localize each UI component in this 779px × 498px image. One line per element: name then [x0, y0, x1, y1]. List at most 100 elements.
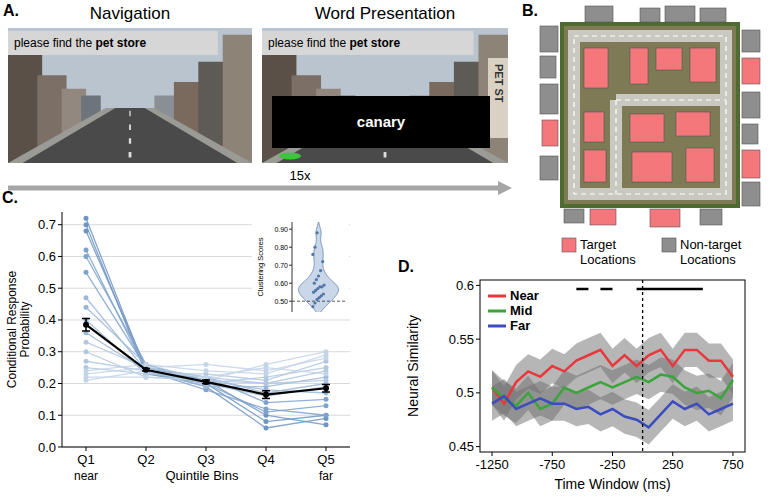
- series-line: [492, 350, 733, 404]
- figure: A.NavigationWord Presentationplease find…: [0, 0, 779, 498]
- repeat: 15x: [290, 168, 311, 183]
- non-target-location: [540, 56, 556, 78]
- target-location: [676, 112, 710, 136]
- violin: [299, 222, 339, 312]
- axis-note: far: [319, 469, 333, 483]
- map-road: [616, 100, 726, 194]
- tick: [58, 319, 62, 320]
- score-point: [323, 283, 326, 286]
- tick-label: 0.6: [456, 278, 474, 293]
- axis-title: Clustering Scores: [256, 237, 265, 296]
- building: [223, 35, 252, 163]
- tick: [289, 283, 292, 284]
- significance-bar: [600, 288, 612, 291]
- subject-point: [84, 349, 89, 354]
- subject-point: [144, 375, 149, 380]
- non-target-location: [640, 8, 660, 22]
- subject-line: [86, 352, 326, 381]
- subject-point: [204, 368, 209, 373]
- target-location: [632, 152, 672, 182]
- subject-point: [84, 216, 89, 221]
- target-location: [656, 48, 682, 70]
- target-location: [584, 150, 606, 182]
- tick-label: 0.50: [274, 298, 288, 305]
- inset-marks: [292, 222, 345, 312]
- word: canary: [357, 113, 406, 130]
- road: [23, 108, 238, 163]
- target-location: [584, 48, 608, 88]
- non-target-location: [540, 156, 558, 180]
- mean-point: [323, 385, 329, 391]
- map-lane: [574, 36, 726, 194]
- grid-line: [62, 351, 350, 352]
- non-target-location: [665, 6, 695, 22]
- tick: [58, 447, 62, 448]
- target-location: [686, 148, 714, 182]
- subject-line: [86, 352, 326, 384]
- reference-line: [292, 301, 345, 302]
- legend-label: Far: [510, 318, 530, 333]
- lane-dash: [384, 152, 387, 158]
- lane-dash: [129, 125, 131, 131]
- non-target-location: [540, 84, 558, 114]
- score-point: [319, 269, 322, 272]
- sign-board: [488, 58, 508, 138]
- tick-label: 0.90: [274, 226, 288, 233]
- tick: [476, 446, 480, 447]
- instruction-bar: [262, 31, 474, 55]
- subject-point: [324, 422, 329, 427]
- non-target-location: [700, 8, 726, 22]
- tick: [58, 415, 62, 416]
- legend-line: Non-target: [680, 237, 742, 252]
- target-location: [630, 48, 648, 84]
- score-point: [313, 282, 316, 285]
- subject-point: [324, 371, 329, 376]
- sidewalk: [8, 108, 252, 163]
- mean-point: [143, 367, 149, 373]
- tick: [492, 452, 493, 456]
- tick: [732, 452, 733, 456]
- subject-point: [324, 365, 329, 370]
- tick-label: 0.6: [38, 249, 56, 264]
- score-point: [311, 253, 314, 256]
- non-target-location: [585, 6, 613, 22]
- non-target-location: [540, 26, 558, 52]
- tick: [476, 285, 480, 286]
- tick-label: 0.2: [38, 376, 56, 391]
- tick-label: 0.0: [38, 440, 56, 455]
- axis-title: Conditional ResponseProbability: [5, 270, 32, 388]
- subject-point: [84, 359, 89, 364]
- tick: [289, 301, 292, 302]
- instruction-bar: [8, 31, 218, 55]
- tick-label: Q2: [137, 452, 154, 467]
- tick: [58, 224, 62, 225]
- map-ground: [562, 24, 738, 206]
- lane-dash: [129, 152, 132, 158]
- legend-label: Mid: [510, 303, 532, 318]
- legend-line: Locations: [680, 252, 736, 267]
- target-location: [742, 150, 760, 178]
- non-target-location: [742, 124, 758, 144]
- subject-point: [84, 270, 89, 275]
- subject-point: [264, 378, 269, 383]
- tick: [146, 447, 147, 451]
- panel-letter: D.: [398, 258, 414, 275]
- subject-point: [204, 362, 209, 367]
- map-road: [574, 36, 726, 194]
- tick-label: 0.3: [38, 344, 56, 359]
- target-location: [542, 120, 558, 146]
- axis-note: near: [74, 469, 98, 483]
- error-bar: [82, 318, 90, 331]
- legend-swatch: [488, 325, 506, 328]
- legend-line: Locations: [580, 252, 636, 267]
- subject-point: [144, 375, 149, 380]
- legend-label: TargetLocations: [580, 237, 636, 267]
- legend-line: Target: [580, 237, 617, 252]
- legend-swatch: [488, 295, 506, 298]
- sign-text: PET ST: [493, 64, 505, 103]
- score-point: [322, 292, 325, 295]
- subject-line: [86, 342, 326, 383]
- tick: [86, 447, 87, 451]
- subject-line: [86, 333, 326, 387]
- subject-line: [86, 355, 326, 374]
